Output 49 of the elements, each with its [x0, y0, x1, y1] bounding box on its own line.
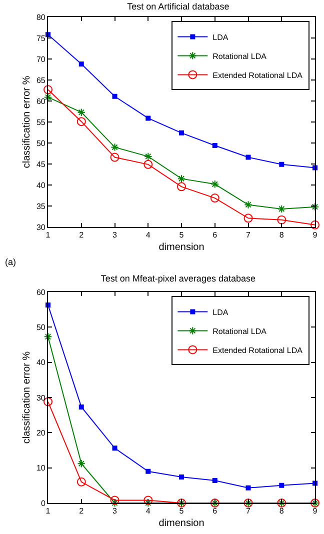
x-tick-label: 7 — [246, 506, 252, 516]
y-tick-label: 55 — [36, 118, 46, 127]
x-tick-label: 7 — [246, 230, 252, 240]
y-tick-label: 40 — [36, 358, 46, 368]
x-tick-label: 3 — [112, 506, 118, 516]
x-tick-label: 8 — [279, 230, 284, 240]
y-tick-label: 30 — [36, 393, 46, 402]
x-tick-label: 8 — [279, 506, 284, 516]
legend-label: Extended Rotational LDA — [212, 346, 304, 355]
y-axis-title: classification error % — [21, 351, 32, 444]
x-tick-label: 9 — [312, 230, 318, 240]
chart-title: Test on Mfeat-pixel averages database — [100, 273, 256, 284]
y-axis-title: classification error % — [21, 76, 32, 168]
y-tick-label: 50 — [36, 138, 46, 148]
x-axis-title: dimension — [158, 242, 204, 254]
x-tick-label: 6 — [212, 230, 218, 240]
x-tick-label: 2 — [79, 506, 84, 516]
y-tick-label: 60 — [36, 288, 46, 297]
y-tick-label: 0 — [40, 498, 46, 508]
y-tick-label: 45 — [36, 160, 46, 169]
y-tick-label: 70 — [36, 54, 46, 64]
legend-label: LDA — [212, 308, 229, 317]
y-tick-label: 40 — [36, 180, 46, 190]
y-tick-label: 75 — [36, 34, 46, 43]
y-tick-label: 10 — [36, 464, 46, 473]
x-tick-label: 1 — [46, 506, 51, 516]
x-tick-label: 4 — [146, 506, 151, 516]
y-tick-label: 50 — [36, 322, 46, 332]
x-axis-title: dimension — [158, 518, 204, 530]
legend-label: Rotational LDA — [212, 326, 268, 336]
x-tick-label: 6 — [212, 506, 218, 516]
y-tick-label: 35 — [36, 202, 46, 211]
x-tick-label: 1 — [46, 230, 51, 240]
text: (a) — [5, 257, 16, 267]
y-tick-label: 65 — [36, 76, 46, 85]
chart-title: Test on Artificial database — [127, 1, 230, 12]
legend-label: Extended Rotational LDA — [212, 70, 304, 80]
legend-label: Rotational LDA — [212, 52, 268, 61]
y-tick-label: 80 — [36, 12, 46, 22]
x-tick-label: 4 — [146, 230, 151, 240]
y-tick-label: 60 — [36, 96, 46, 106]
x-tick-label: 3 — [112, 230, 118, 240]
legend-label: LDA — [212, 32, 229, 42]
x-tick-label: 2 — [79, 230, 84, 240]
x-tick-label: 9 — [312, 506, 318, 516]
y-tick-label: 30 — [36, 222, 46, 232]
x-tick-label: 5 — [179, 230, 184, 240]
x-tick-label: 5 — [179, 506, 184, 516]
y-tick-label: 20 — [36, 428, 46, 438]
